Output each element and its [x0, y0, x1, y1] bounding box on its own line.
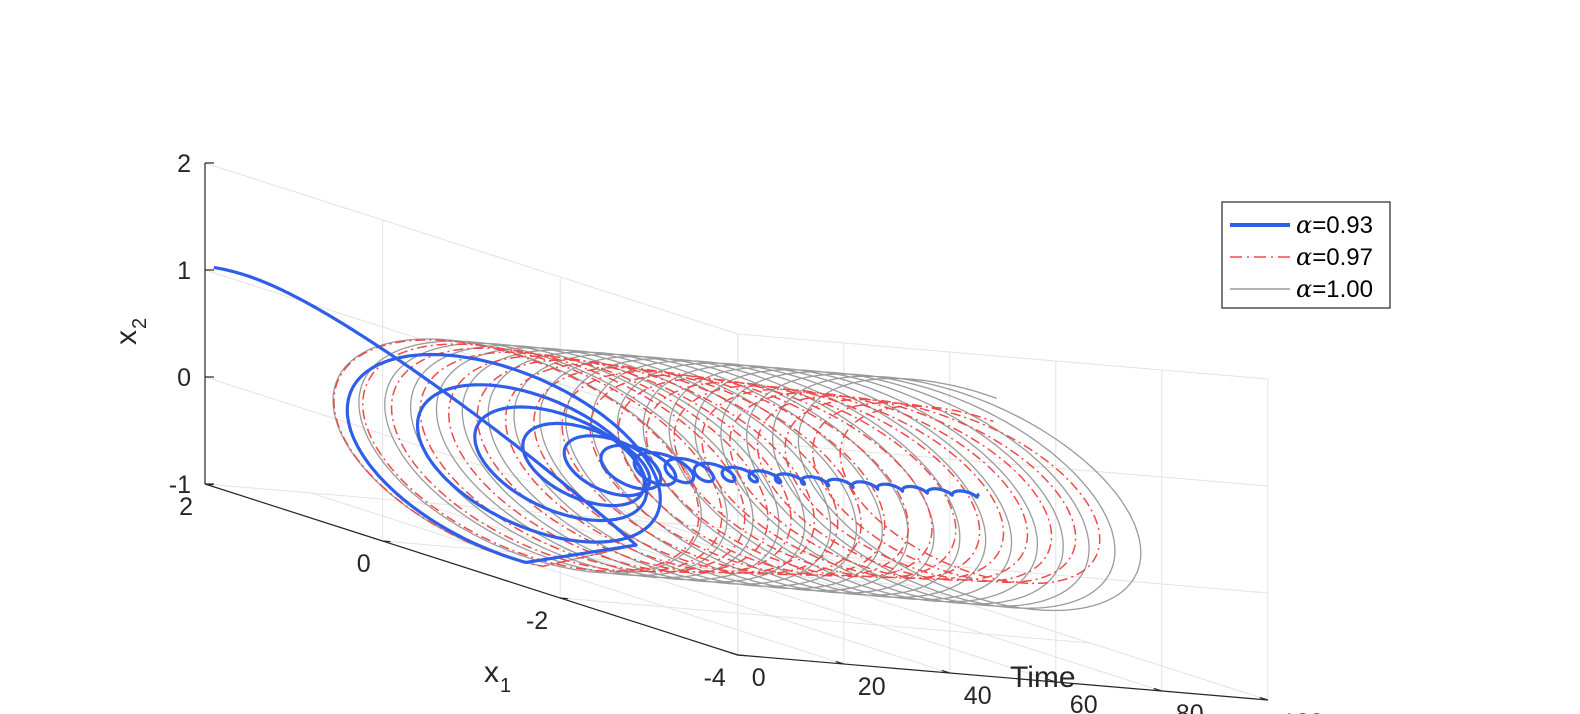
x2-tick-label-3: 2 [177, 150, 191, 178]
grid-line-x2-1 [204, 376, 1268, 594]
x2-tick-label-2: 1 [177, 257, 191, 285]
time-tick-5 [1259, 696, 1268, 701]
time-tick-2 [941, 669, 950, 674]
legend-label-2: α=0.97 [1296, 243, 1373, 271]
time-tick-1 [835, 660, 844, 665]
legend-label-3: α=1.00 [1296, 275, 1373, 303]
time-tick-label-0: 0 [752, 664, 766, 692]
x1-axis-title-base: x [484, 656, 499, 689]
grid-line-time-5 [734, 379, 1269, 701]
grid-line-x1-floor-0 [204, 483, 736, 530]
x1-axis-title: x1 [484, 656, 511, 697]
x2-axis-title: x2 [110, 318, 151, 345]
legend-entry-2: α=0.97 [1230, 243, 1373, 271]
series-line-3 [213, 266, 1142, 612]
time-tick-label-5: 100 [1282, 709, 1324, 714]
series-layer [213, 265, 1142, 612]
series-line-2 [213, 266, 1101, 585]
time-tick-label-4: 80 [1176, 700, 1204, 714]
grid-line-time-4 [628, 370, 1163, 692]
time-tick-label-1: 20 [858, 673, 886, 701]
time-axis-line [737, 654, 1268, 701]
legend: α=0.93 α=0.97 α=1.00 [1221, 201, 1391, 309]
time-tick-label-3: 60 [1070, 691, 1098, 714]
x1-tick-2 [560, 597, 569, 600]
x1-tick-3 [737, 654, 746, 657]
time-axis-title: Time [1010, 661, 1076, 694]
legend-box [1221, 201, 1391, 309]
x1-tick-label-2: -2 [526, 607, 548, 635]
x2-axis-title-sub: 2 [129, 318, 151, 329]
time-tick-label-2: 40 [964, 682, 992, 710]
x1-tick-label-1: 0 [357, 550, 371, 578]
x1-axis-line [204, 483, 738, 656]
legend-label-1: α=0.93 [1296, 211, 1373, 239]
x1-tick-1 [382, 540, 391, 543]
x1-tick-label-3: -4 [704, 664, 726, 692]
x1-axis-title-sub: 1 [500, 675, 511, 697]
legend-entry-1: α=0.93 [1230, 211, 1373, 239]
x1-tick-0 [204, 483, 214, 486]
legend-entry-3: α=1.00 [1230, 275, 1373, 303]
x2-axis-title-base: x [110, 330, 143, 345]
time-tick-3 [1047, 678, 1056, 683]
x2-tick-label-1: 0 [177, 364, 191, 392]
series-line-1 [213, 265, 981, 565]
x2-tick-label-0: -1 [169, 471, 191, 499]
grid-line-x2-2 [204, 269, 1268, 487]
grid-line-x1-floor-2 [560, 597, 1091, 644]
grid-line-x2-0 [204, 483, 1268, 701]
time-tick-4 [1153, 687, 1162, 692]
x1-tick-label-0: 2 [179, 493, 193, 521]
grid-line-x2-3 [204, 162, 1268, 380]
time-tick-0 [729, 651, 738, 656]
